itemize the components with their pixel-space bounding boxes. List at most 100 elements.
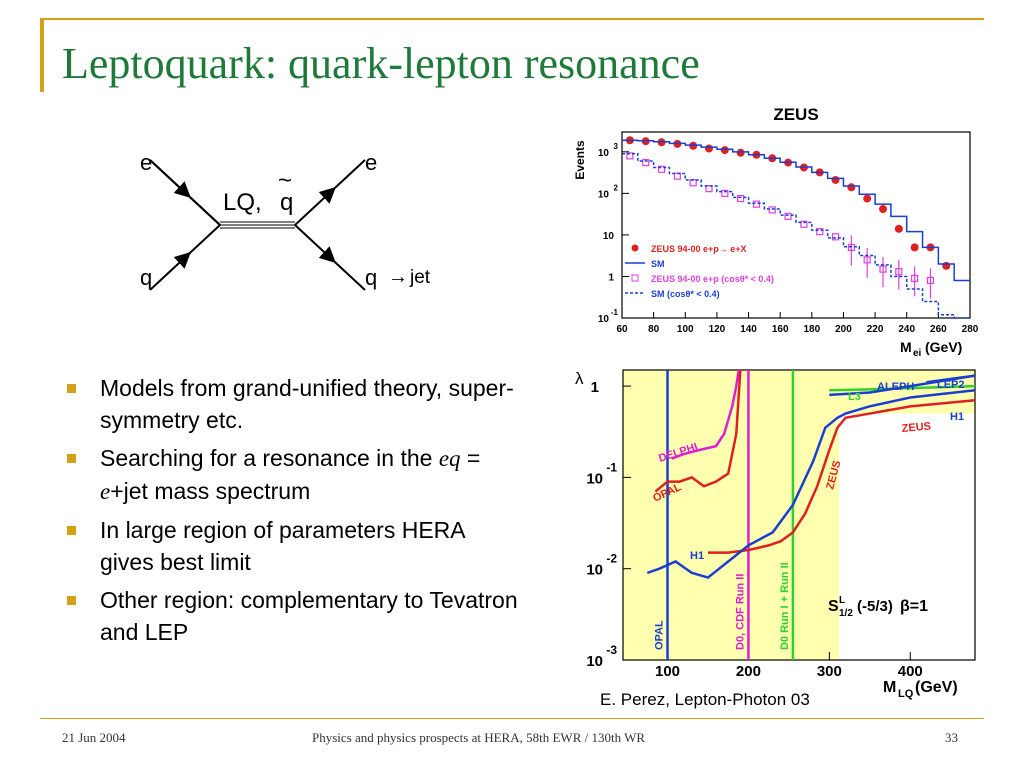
legend-label: ZEUS 94-00 e+p (cosθ* < 0.4) bbox=[651, 274, 774, 284]
x-axis-label: M bbox=[900, 339, 912, 355]
data-point bbox=[831, 175, 840, 184]
limit-line-label: D0 Run I + Run II bbox=[779, 562, 791, 650]
x-axis-label-sub: ei bbox=[913, 348, 922, 359]
legend-symbol bbox=[631, 274, 639, 282]
label-jet: jet bbox=[409, 267, 431, 288]
x-axis-label-unit: (GeV) bbox=[915, 679, 958, 696]
label-q-out: q bbox=[365, 265, 377, 290]
footer-date: 21 Jun 2004 bbox=[62, 730, 126, 745]
y-tick-exponent: -2 bbox=[606, 552, 617, 566]
bullet-marker bbox=[67, 526, 76, 535]
y-tick-label: 10 bbox=[586, 562, 603, 579]
model-label-beta: β=1 bbox=[900, 598, 928, 615]
x-tick-label: 100 bbox=[655, 663, 680, 680]
limit-line-label: D0, CDF Run II bbox=[734, 574, 746, 650]
x-tick-label: 300 bbox=[817, 663, 842, 680]
bullet-item: Models from grand-unified theory, super-… bbox=[62, 372, 522, 436]
zeus-mass-spectrum-chart: ZEUS 60 80 100 120 140 160 180 200 220 240 260 280 10… bbox=[573, 105, 979, 359]
legend-label: SM (cosθ* < 0.4) bbox=[651, 289, 720, 299]
data-point-square bbox=[926, 276, 935, 285]
model-label: S bbox=[828, 598, 839, 615]
data-point bbox=[942, 261, 951, 270]
y-tick-label: 10 bbox=[586, 470, 603, 487]
footer-divider bbox=[40, 718, 984, 719]
accent-line bbox=[40, 18, 984, 20]
x-tick-label: 400 bbox=[898, 663, 923, 680]
data-point-square bbox=[816, 228, 824, 236]
curve-label: ZEUS bbox=[901, 420, 931, 435]
bullet-math-equals: = bbox=[460, 445, 481, 471]
limit-curve bbox=[707, 398, 976, 554]
data-point-square bbox=[784, 212, 792, 220]
sm-cos-line bbox=[622, 152, 970, 319]
x-tick-label: 180 bbox=[803, 324, 820, 335]
y-axis-label: Events bbox=[573, 140, 587, 180]
data-point bbox=[879, 205, 887, 214]
limit-curve bbox=[654, 369, 742, 493]
label-lq: LQ, bbox=[223, 189, 262, 216]
label-e-in: e bbox=[140, 150, 152, 175]
bullet-text: Searching for a resonance in the bbox=[100, 445, 439, 471]
legend-symbol bbox=[631, 244, 639, 252]
legend-label: SM bbox=[651, 259, 665, 269]
data-point-square bbox=[863, 256, 871, 264]
data-point-square bbox=[831, 233, 840, 241]
curve-label: H1 bbox=[950, 411, 964, 423]
y-tick-label: 10 bbox=[598, 148, 610, 159]
bullet-item: In large region of parameters HERA gives… bbox=[62, 514, 522, 578]
data-point-square bbox=[626, 152, 634, 160]
x-tick-label: 280 bbox=[962, 324, 979, 335]
y-tick-exponent: -3 bbox=[606, 643, 617, 657]
data-point-square bbox=[721, 189, 729, 197]
label-q-in: q bbox=[140, 265, 152, 290]
label-e-out: e bbox=[365, 150, 377, 175]
bullet-marker bbox=[67, 384, 76, 393]
bullet-list: Models from grand-unified theory, super-… bbox=[62, 372, 522, 654]
bullet-marker bbox=[67, 596, 76, 605]
y-tick-exponent: -1 bbox=[611, 308, 619, 317]
label-tilde: ~ bbox=[278, 167, 292, 194]
y-axis-label: λ bbox=[575, 369, 584, 388]
data-point bbox=[894, 224, 903, 233]
model-label-charge: (-5/3) bbox=[857, 598, 893, 615]
data-point-square bbox=[895, 268, 903, 276]
incoming-quark-line bbox=[149, 224, 221, 291]
footer-title: Physics and physics prospects at HERA, 5… bbox=[312, 730, 646, 745]
series-step bbox=[622, 139, 970, 282]
y-tick-label: 10 bbox=[598, 314, 610, 325]
arrow-glyph: → bbox=[388, 266, 408, 288]
data-point bbox=[910, 243, 919, 252]
data-point-square bbox=[737, 194, 745, 203]
data-point-square bbox=[657, 165, 666, 173]
limit-line-label: OPAL bbox=[654, 620, 666, 650]
bullet-math-e: e bbox=[100, 479, 111, 504]
bullet-text: Other region: complementary to Tevatron … bbox=[100, 587, 518, 645]
x-tick-label: 200 bbox=[736, 663, 761, 680]
y-tick-exponent: -1 bbox=[606, 460, 617, 474]
sm-line bbox=[622, 139, 970, 282]
curve-label: H1 bbox=[690, 550, 704, 562]
limit-curve bbox=[671, 369, 740, 460]
data-point-square bbox=[800, 220, 808, 228]
feynman-diagram: e e q q LQ, ~ q → jet bbox=[140, 150, 431, 291]
x-tick-label: 260 bbox=[930, 324, 947, 335]
x-tick-label: 240 bbox=[898, 324, 915, 335]
x-tick-label: 80 bbox=[648, 324, 660, 335]
series-dotted bbox=[622, 152, 970, 319]
data-point bbox=[736, 148, 745, 157]
limit-curve bbox=[926, 374, 976, 384]
limit-curve bbox=[646, 389, 976, 579]
y-tick-exponent: 3 bbox=[614, 142, 619, 151]
y-tick-label: 10 bbox=[598, 189, 610, 200]
data-point-square bbox=[879, 265, 887, 273]
model-label-sub: 1/2 bbox=[839, 608, 853, 619]
x-tick-label: 120 bbox=[709, 324, 726, 335]
x-axis-label-unit: (GeV) bbox=[925, 339, 962, 355]
label-q-tilde: q bbox=[280, 189, 293, 216]
chart-title: ZEUS bbox=[773, 105, 818, 124]
plot-frame bbox=[621, 131, 971, 319]
y-tick-label: 1 bbox=[608, 272, 614, 283]
data-point-square bbox=[705, 185, 713, 193]
bullet-text: In large region of parameters HERA gives… bbox=[100, 517, 465, 575]
